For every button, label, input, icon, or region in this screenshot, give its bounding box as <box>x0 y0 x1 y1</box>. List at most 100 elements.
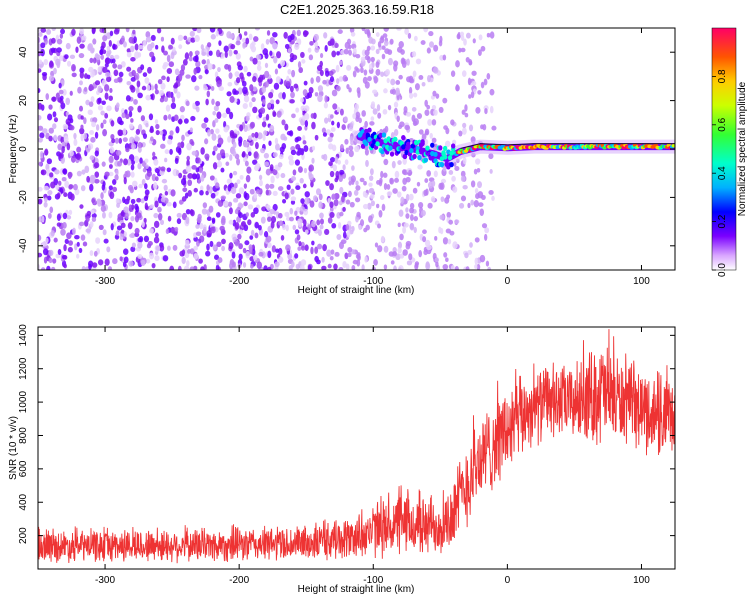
spectrogram-cell <box>342 260 347 269</box>
spectrogram-cell <box>84 73 88 80</box>
spectrogram-cell <box>406 58 410 66</box>
spectrogram-cell <box>103 238 109 244</box>
spectrogram-cell <box>266 204 271 211</box>
spectrogram-cell <box>274 137 279 145</box>
spectrogram-cell <box>40 267 46 270</box>
spectrogram-cell <box>238 243 243 250</box>
spectrogram-cell <box>56 38 63 45</box>
spectrogram-cell <box>434 236 438 241</box>
spectrogram-cell <box>417 164 423 170</box>
spectrogram-cell <box>227 82 233 87</box>
spectrogram-cell <box>259 107 266 114</box>
spectrogram-cell <box>272 190 278 197</box>
snr-series <box>38 329 675 564</box>
spectrogram-cell <box>369 121 375 126</box>
spectrogram-cell <box>290 188 295 195</box>
spectrogram-cell <box>255 141 259 150</box>
spectrogram-cell <box>252 86 257 92</box>
spectrogram-tone-cell <box>430 142 435 148</box>
spectrogram-cell <box>209 175 215 181</box>
spectrogram-cell <box>53 237 58 243</box>
spectrogram-cell <box>154 200 159 208</box>
spectrogram-cell <box>311 145 316 151</box>
spectrogram-cell <box>351 43 357 50</box>
spectrogram-cell <box>159 89 165 96</box>
spectrogram-cell <box>125 147 130 153</box>
spectrogram-cell <box>123 206 129 213</box>
spectrogram-cell <box>256 261 263 269</box>
spectrogram-cell <box>154 119 159 124</box>
spectrogram-cell <box>383 158 389 166</box>
spectrogram-cell <box>345 263 350 270</box>
spectrogram-cell <box>397 160 402 165</box>
spectrogram-cell <box>440 196 445 203</box>
spectrogram-cell <box>58 152 64 159</box>
spectrogram-cell <box>274 68 279 75</box>
spectrogram-cell <box>476 168 481 173</box>
spectrogram-cell <box>408 253 413 261</box>
spectrogram-cell <box>439 35 443 43</box>
spectrogram-cell <box>152 151 156 157</box>
spectrogram-cell <box>236 157 241 166</box>
spectrogram-cell <box>325 70 330 77</box>
spectrogram-cell <box>309 40 314 46</box>
spectrogram-cell <box>59 99 64 104</box>
spectrogram-cell <box>311 220 316 228</box>
spectrogram-cell <box>278 256 284 263</box>
spectrogram-cell <box>138 183 143 189</box>
spectrogram-cell <box>229 95 235 103</box>
spectrogram-cell <box>389 177 393 184</box>
spectrogram-cell <box>89 155 95 161</box>
spectrogram-cell <box>485 260 490 267</box>
spectrogram-cell <box>288 159 295 166</box>
spectrogram-cell <box>249 56 254 62</box>
spectrogram-cell <box>324 95 328 103</box>
spectrogram-cell <box>140 64 145 71</box>
spectrogram-cell <box>307 47 312 53</box>
spectrogram-cell <box>60 102 66 110</box>
spectrogram-cell <box>329 132 334 138</box>
spectrogram-cell <box>463 38 467 46</box>
spectrogram-cell <box>44 148 49 156</box>
spectrogram-tone-cell <box>423 157 429 163</box>
spectrogram-cell <box>352 113 357 120</box>
spectrogram-cell <box>480 81 485 89</box>
spectrogram-cell <box>261 86 267 93</box>
spectrogram-tone-cell <box>402 153 408 159</box>
spectrogram-cell <box>324 45 328 52</box>
spectrogram-cell <box>488 190 494 195</box>
spectrogram-cell <box>393 101 399 108</box>
spectrogram-cell <box>91 213 97 219</box>
spectrogram-cell <box>135 205 140 213</box>
spectrogram-cell <box>101 41 106 49</box>
spectrogram-cell <box>333 263 338 270</box>
spectrogram-cell <box>450 70 456 77</box>
spectrogram-cell <box>90 96 95 103</box>
spectrogram-cell <box>94 171 100 178</box>
spectrogram-cell <box>418 129 424 135</box>
spectrogram-cell <box>76 170 82 177</box>
spectrogram-cell <box>310 113 315 119</box>
spectrogram-cell <box>203 83 207 89</box>
spectrogram-cell <box>455 60 460 68</box>
spectrogram-cell <box>255 54 262 60</box>
spectrogram-tone-cell <box>438 145 443 151</box>
spectrogram-cell <box>293 83 299 89</box>
spectrogram-cell <box>287 35 293 43</box>
spectrogram-cell <box>423 28 429 33</box>
spectrogram-cell <box>280 172 286 179</box>
spectrogram-cell <box>435 93 440 99</box>
spectrogram-cell <box>239 72 244 80</box>
spectrogram-cell <box>390 132 395 139</box>
spectrogram-cell <box>252 57 258 65</box>
spectrogram-cell <box>52 111 57 118</box>
snr-line <box>38 329 675 564</box>
spectrogram-cell <box>104 171 110 177</box>
spectrogram-cell <box>477 90 482 95</box>
spectrogram-cell <box>140 259 146 267</box>
spectrogram-cell <box>215 30 219 37</box>
spectrogram-cell <box>80 234 86 241</box>
spectrogram-cell <box>260 147 266 154</box>
spectrogram-cell <box>249 84 254 92</box>
spectrogram-cell <box>170 189 176 197</box>
